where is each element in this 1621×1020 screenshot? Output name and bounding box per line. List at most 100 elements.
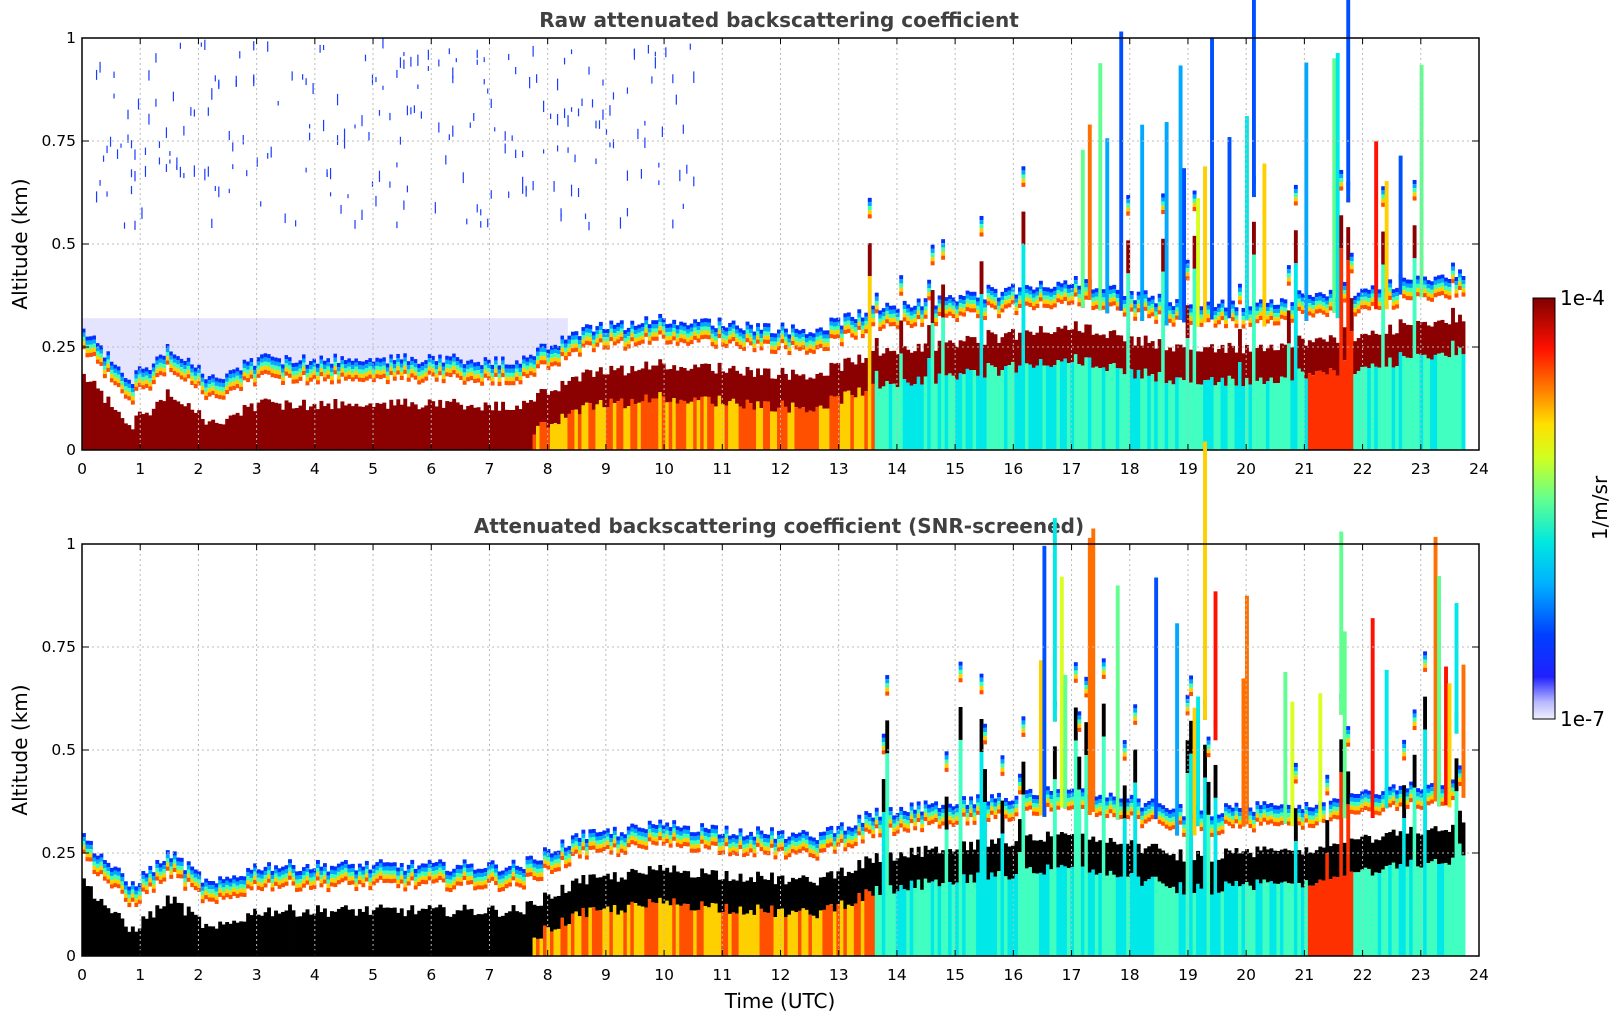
gradient-cell (424, 376, 429, 381)
gradient-cell (612, 835, 617, 840)
layer-cell (298, 405, 303, 450)
gradient-cell (225, 876, 230, 881)
layer-cell (165, 895, 170, 956)
gradient-cell (549, 354, 554, 359)
haze-cell (504, 318, 509, 386)
gradient-cell (494, 876, 499, 882)
gradient-cell (305, 880, 310, 885)
gradient-cell (151, 375, 156, 380)
surface-cell (958, 373, 963, 450)
layer-cell (808, 377, 813, 411)
gradient-cell (1028, 793, 1033, 798)
surface-cell (777, 407, 781, 450)
surface-cell (686, 904, 691, 956)
gradient-cell (326, 888, 331, 893)
gradient-cell (766, 838, 771, 843)
gradient-cell (504, 380, 509, 386)
gradient-cell (343, 876, 348, 881)
gradient-cell (116, 871, 121, 876)
gradient-cell (850, 827, 855, 832)
gradient-cell (934, 805, 939, 810)
gradient-cell (298, 875, 303, 880)
surface-cell (1031, 367, 1036, 450)
gradient-cell (1381, 202, 1386, 207)
gradient-cell (305, 368, 310, 374)
gradient-cell (253, 871, 258, 876)
gradient-cell (703, 836, 708, 841)
gradient-cell (1031, 807, 1036, 812)
surface-cell (595, 404, 600, 450)
gradient-cell (1402, 281, 1407, 286)
surface-cell (623, 912, 628, 956)
layer-cell (116, 411, 121, 450)
gradient-cell (710, 325, 715, 330)
gradient-cell (1129, 299, 1134, 304)
gradient-cell (263, 879, 268, 884)
surface-cell (1423, 354, 1428, 450)
gradient-cell (392, 360, 397, 365)
gradient-cell (766, 339, 771, 344)
gradient-cell (518, 363, 523, 368)
layer-cell (878, 862, 883, 895)
gradient-cell (822, 334, 827, 339)
gradient-cell (1150, 308, 1155, 313)
gradient-cell (930, 248, 935, 253)
layer-cell (204, 424, 209, 450)
layer-cell (1000, 800, 1005, 834)
gradient-cell (563, 347, 568, 352)
gradient-cell (371, 873, 376, 878)
layer-cell (225, 418, 230, 450)
layer-cell (577, 883, 582, 917)
noise-cell (106, 191, 108, 197)
gradient-cell (549, 861, 554, 866)
gradient-cell (326, 374, 331, 379)
gradient-cell (853, 833, 858, 838)
gradient-cell (137, 378, 142, 383)
gradient-cell (899, 819, 904, 824)
noise-cell (127, 134, 129, 143)
gradient-cell (773, 855, 778, 860)
gradient-cell (511, 368, 516, 373)
gradient-cell (686, 842, 691, 847)
gradient-cell (1461, 288, 1466, 293)
gradient-cell (665, 838, 670, 844)
noise-cell (354, 220, 356, 229)
gradient-cell (811, 837, 816, 842)
layer-cell (577, 381, 582, 415)
surface-cell (546, 927, 551, 956)
gradient-cell (165, 344, 170, 349)
gradient-cell (822, 338, 827, 343)
gradient-cell (218, 386, 223, 391)
gradient-cell (371, 881, 376, 886)
gradient-cell (378, 867, 383, 872)
gradient-cell (902, 810, 907, 816)
gradient-cell (654, 837, 659, 842)
gradient-cell (106, 359, 111, 364)
layer-cell (375, 907, 380, 956)
noise-cell (343, 138, 346, 149)
layer-cell (302, 399, 306, 450)
gradient-cell (148, 874, 153, 879)
gradient-cell (920, 306, 925, 311)
gradient-cell (169, 367, 174, 373)
gradient-cell (745, 851, 750, 856)
gradient-cell (616, 840, 621, 845)
gradient-cell (249, 882, 254, 887)
gradient-cell (839, 329, 844, 334)
noise-cell (256, 157, 258, 167)
surface-cell (1374, 366, 1379, 450)
gradient-cell (539, 872, 544, 877)
gradient-cell (434, 361, 439, 366)
gradient-cell (511, 364, 516, 369)
layer-cell (672, 865, 677, 899)
gradient-cell (801, 333, 806, 338)
surface-cell (1182, 380, 1187, 450)
gradient-cell (857, 317, 862, 322)
noise-cell (665, 47, 667, 58)
gradient-cell (1276, 304, 1281, 309)
gradient-cell (169, 874, 174, 879)
haze-cell (120, 318, 125, 394)
layer-cell (1175, 344, 1180, 378)
gradient-cell (920, 815, 925, 820)
gradient-cell (990, 810, 994, 815)
